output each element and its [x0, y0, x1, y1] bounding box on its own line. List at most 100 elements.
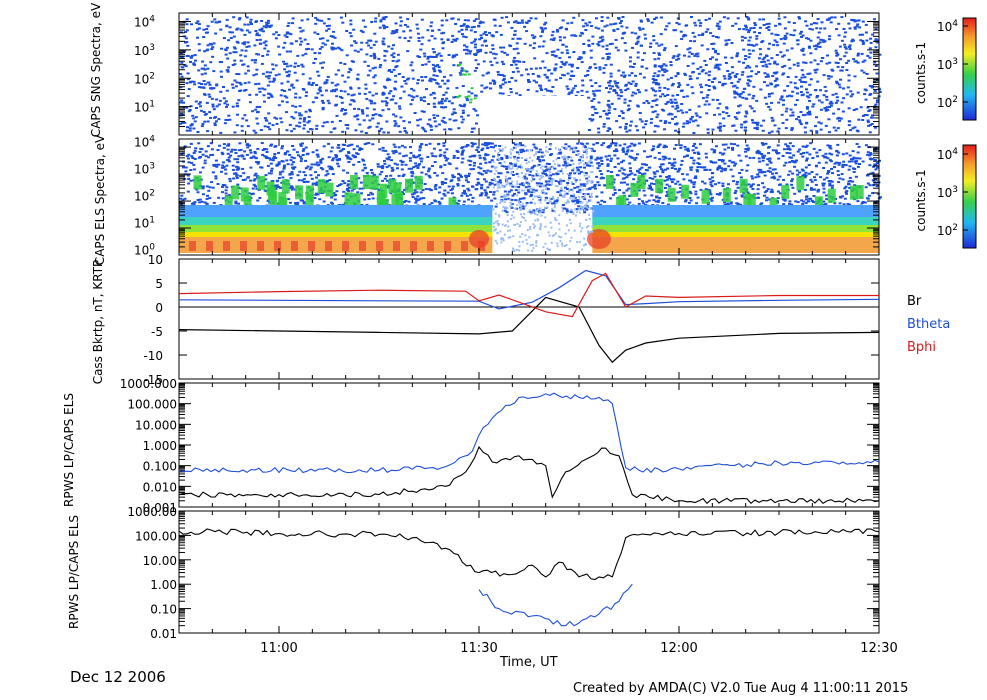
sng-speck [349, 87, 353, 90]
els-speck [817, 161, 821, 164]
sng-speck [347, 71, 351, 74]
sng-speck [345, 54, 349, 57]
els-speck [679, 146, 683, 149]
sng-speck [455, 37, 459, 40]
els-speck [317, 174, 320, 177]
els-speck [537, 156, 540, 159]
els-speck [841, 195, 845, 198]
sng-speck [710, 43, 714, 45]
sng-speck [832, 112, 836, 115]
sng-speck [514, 79, 518, 82]
sng-speck [277, 73, 281, 76]
sng-speck [206, 67, 210, 70]
sng-speck [185, 29, 189, 32]
sng-speck [762, 81, 766, 84]
els-speck [393, 145, 397, 148]
sng-speck [620, 110, 624, 113]
sng-speck [409, 103, 413, 106]
sng-speck [597, 40, 601, 43]
els-speck [765, 190, 769, 192]
sng-speck [459, 61, 463, 64]
els-speck [814, 183, 818, 186]
els-speck [788, 170, 792, 173]
els-speck [858, 163, 861, 165]
sng-speck [687, 55, 691, 58]
els-speck [848, 187, 852, 189]
sng-speck [750, 119, 754, 122]
sng-speck [546, 89, 550, 92]
sng-speck [656, 125, 660, 128]
sng-speck [734, 22, 738, 25]
sng-speck [460, 67, 464, 70]
sng-speck [201, 60, 205, 63]
els-speck [189, 179, 193, 182]
els-speck [796, 150, 800, 153]
sng-speck [233, 131, 237, 134]
els-speck [784, 143, 788, 146]
sng-speck [653, 110, 657, 113]
sng-speck [836, 65, 840, 68]
sng-speck [539, 87, 543, 90]
sng-speck [535, 81, 538, 84]
sng-speck [693, 54, 697, 57]
els-patch [681, 184, 689, 199]
els-speck [514, 143, 518, 146]
sng-speck [738, 104, 742, 107]
sng-speck [629, 124, 632, 127]
els-speck [718, 151, 722, 154]
sng-speck [402, 90, 406, 93]
sng-speck [715, 36, 718, 38]
els-speck [824, 194, 828, 197]
els-speck [625, 176, 629, 179]
sng-speck [285, 129, 289, 132]
sng-speck [197, 27, 201, 30]
els-speck [600, 191, 604, 194]
sng-speck [796, 92, 799, 95]
els-speck [203, 162, 207, 165]
sng-speck [762, 119, 766, 122]
sng-speck [310, 48, 314, 51]
sng-speck [294, 92, 298, 95]
sng-speck [849, 90, 853, 93]
els-speck [439, 153, 443, 156]
sng-speck [763, 56, 767, 59]
els-speck [523, 175, 527, 178]
els-speck [668, 162, 672, 165]
els-speck [670, 164, 674, 167]
sng-speck [437, 69, 441, 72]
sng-speck [195, 22, 199, 25]
els-speck [270, 167, 274, 170]
els-speck [280, 160, 284, 163]
els-speck [214, 163, 218, 166]
els-speck [609, 144, 612, 147]
sng-speck [416, 124, 420, 127]
els-speck [196, 199, 200, 201]
sng-speck [533, 42, 537, 45]
sng-speck [348, 67, 352, 70]
els-speck [641, 200, 644, 203]
sng-speck [563, 36, 567, 39]
sng-speck [476, 114, 479, 117]
sng-speck [721, 84, 725, 87]
sng-speck [510, 26, 514, 29]
els-speck [228, 177, 232, 180]
sng-speck [307, 120, 311, 123]
els-speck [726, 202, 730, 205]
els-speck [268, 157, 272, 160]
sng-speck [802, 53, 806, 56]
els-speck [192, 168, 196, 171]
sng-speck [810, 28, 814, 31]
els-speck [417, 164, 420, 167]
els-speck [711, 172, 715, 174]
els-speck [203, 201, 207, 204]
sng-speck [202, 28, 206, 31]
els-speck [221, 161, 225, 164]
sng-speck [553, 67, 557, 70]
els-speck [620, 167, 624, 170]
els-speck [847, 168, 851, 171]
sng-speck [224, 49, 228, 52]
sng-speck [511, 37, 515, 40]
els-speck [193, 149, 197, 152]
sng-speck [301, 54, 305, 57]
sng-speck [430, 55, 434, 58]
